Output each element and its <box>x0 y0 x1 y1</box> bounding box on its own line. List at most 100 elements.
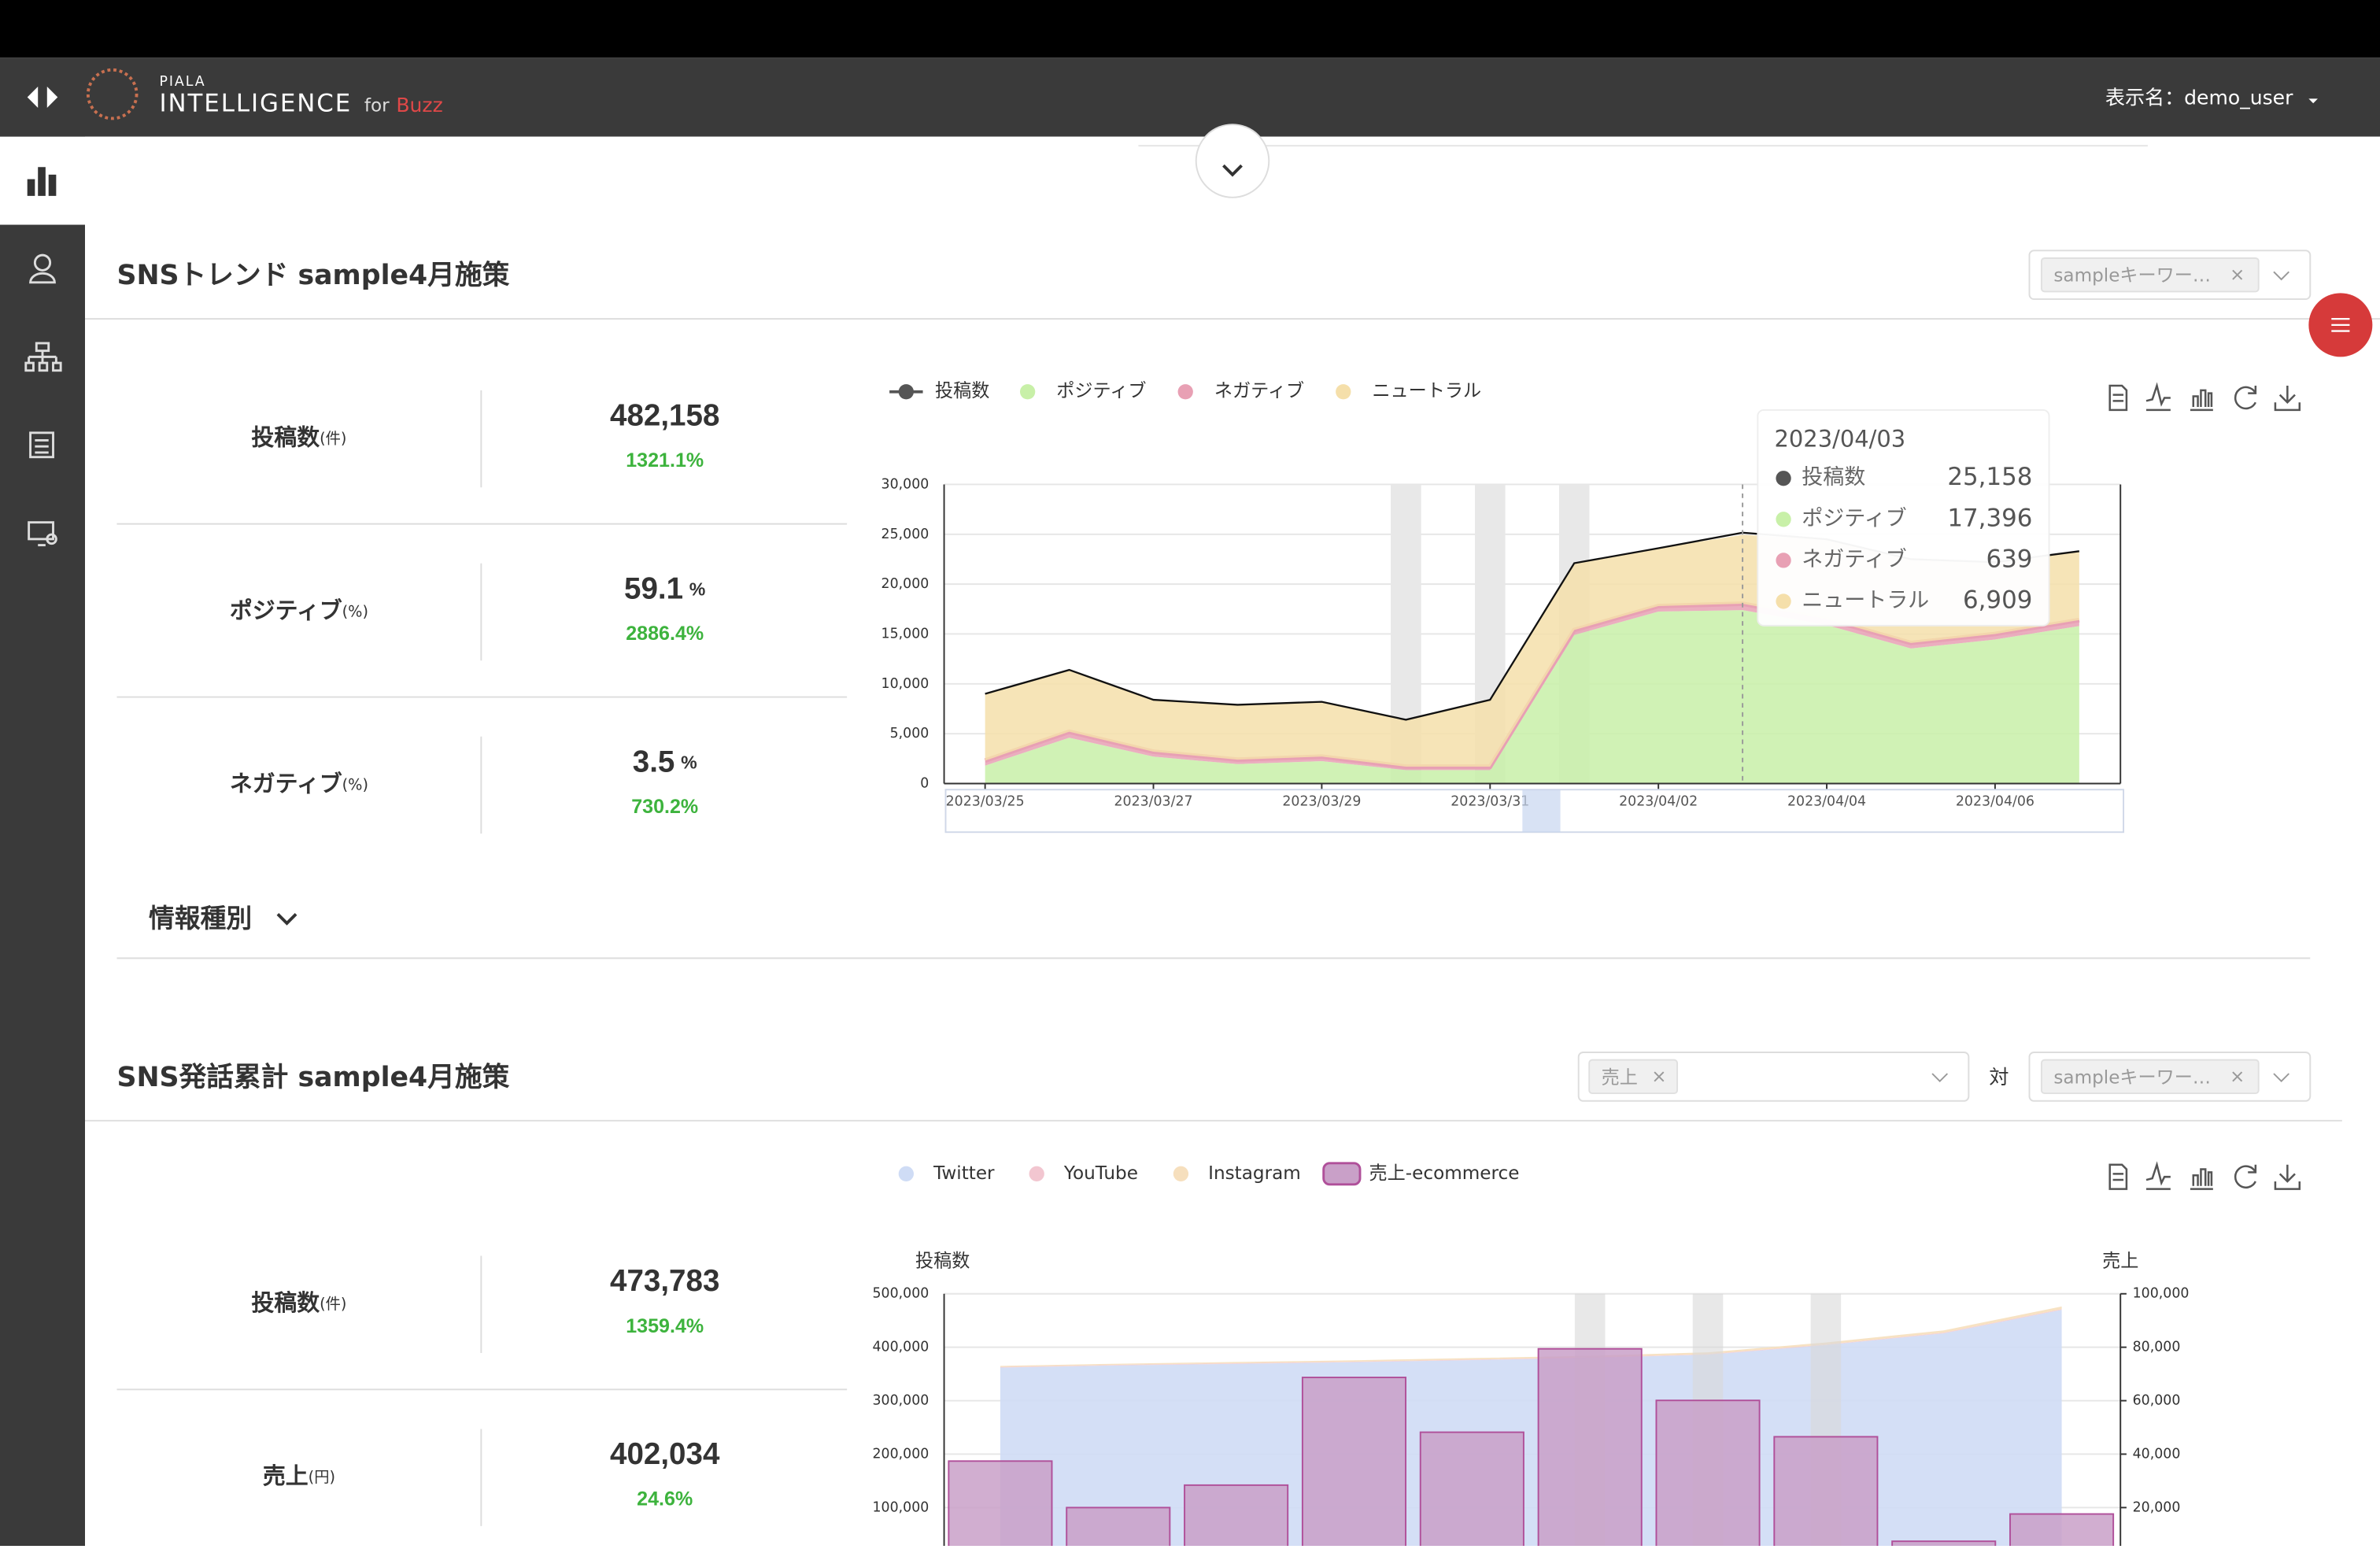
legend-label[interactable]: Twitter <box>933 1163 995 1184</box>
stat-change: 730.2% <box>631 796 698 818</box>
select-controls[interactable] <box>2232 269 2289 281</box>
legend-marker <box>1020 384 1036 400</box>
bar <box>1301 1377 1407 1549</box>
stat-change: 24.6% <box>637 1488 693 1510</box>
bar <box>1184 1484 1289 1549</box>
stat-value-unit: % <box>681 752 697 773</box>
legend-marker <box>1029 1166 1044 1181</box>
tool-data-view[interactable] <box>2108 384 2128 412</box>
bar <box>1537 1348 1643 1549</box>
legend-label[interactable]: 売上-ecommerce <box>1369 1163 1520 1184</box>
bar <box>1891 1540 1997 1549</box>
tool-bar[interactable] <box>2190 1168 2213 1190</box>
y-tick-label: 400,000 <box>873 1340 929 1355</box>
stat-label: ネガティブ(%) <box>230 770 368 797</box>
tooltip-title: 2023/04/03 <box>1775 425 1906 452</box>
tool-save[interactable] <box>2274 1164 2301 1190</box>
select-controls[interactable] <box>2232 1071 2289 1083</box>
legend-marker <box>1177 384 1193 400</box>
tool-line[interactable] <box>2145 1161 2171 1190</box>
legend-label[interactable]: ネガティブ <box>1214 381 1304 401</box>
stat-label: 売上(円) <box>263 1462 335 1489</box>
tooltip-name: 投稿数 <box>1802 465 1865 490</box>
bar <box>948 1460 1053 1549</box>
stat-value-unit: % <box>689 579 706 600</box>
y2-tick-label: 20,000 <box>2133 1499 2181 1515</box>
bar <box>1419 1431 1524 1549</box>
select-controls[interactable] <box>1654 1071 1949 1083</box>
legend-marker <box>898 384 914 400</box>
tool-save[interactable] <box>2274 386 2301 412</box>
tool-data-view[interactable] <box>2108 1163 2128 1190</box>
stat-unit: (%) <box>342 775 368 793</box>
legend-marker <box>898 1166 914 1181</box>
x-tick-label: 2023/03/31 <box>1451 794 1529 810</box>
stat-value-text: 59.1 <box>624 572 683 606</box>
stat-unit: (件) <box>320 429 346 447</box>
chart-toolbar <box>2108 382 2301 412</box>
y-tick-label: 30,000 <box>881 476 929 492</box>
tooltip-name: ポジティブ <box>1802 506 1906 531</box>
brand: INTELLIGENCE <box>160 90 353 118</box>
stat-change: 2886.4% <box>626 623 704 645</box>
tool-restore[interactable] <box>2234 386 2257 410</box>
y2-tick-label: 60,000 <box>2133 1393 2181 1409</box>
tool-restore[interactable] <box>2234 1164 2257 1189</box>
bar <box>1773 1436 1879 1549</box>
x-tick-label: 2023/03/27 <box>1114 794 1192 810</box>
user-menu[interactable]: 表示名：demo_user <box>2105 86 2293 109</box>
legend-label[interactable]: Instagram <box>1208 1163 1301 1184</box>
stat-value: 482,158 <box>610 399 719 433</box>
metric-tag <box>1588 1059 1679 1095</box>
app-header <box>0 57 2380 137</box>
versus: 対 <box>1989 1066 2009 1089</box>
stat-value-text: 3.5 <box>633 745 675 779</box>
stat-label: 投稿数(件) <box>251 424 346 451</box>
brand-buzz: Buzz <box>396 94 442 116</box>
x-tick-label: 2023/03/25 <box>946 794 1025 810</box>
y-tick-label: 15,000 <box>881 626 929 641</box>
tooltip-value: 17,396 <box>1947 504 2032 532</box>
stat-label-text: 投稿数 <box>251 1289 320 1316</box>
legend-label[interactable]: 投稿数 <box>935 381 989 401</box>
tooltip-marker <box>1776 553 1791 568</box>
y-tick-label: 100,000 <box>873 1499 929 1515</box>
tooltip-value: 6,909 <box>1963 586 2032 614</box>
legend-label[interactable]: ニュートラル <box>1372 381 1481 401</box>
keyword-tag <box>2040 1059 2260 1095</box>
stat-label-text: 売上 <box>263 1462 309 1489</box>
legend-label[interactable]: YouTube <box>1063 1163 1138 1184</box>
y-axis-title: 投稿数 <box>915 1251 970 1272</box>
tool-bar[interactable] <box>2190 389 2213 412</box>
stat-change: 1359.4% <box>626 1315 704 1337</box>
section-title: SNS発話累計 sample4月施策 <box>117 1062 510 1093</box>
stat-value: 3.5% <box>633 745 697 779</box>
y-tick-label: 25,000 <box>881 527 929 542</box>
tooltip-value: 25,158 <box>1947 463 2032 491</box>
y-tick-label: 5,000 <box>890 726 929 741</box>
nav-dashboard[interactable] <box>27 167 57 196</box>
y2-tick-label: 40,000 <box>2133 1446 2181 1462</box>
x-tick-label: 2023/04/04 <box>1787 794 1866 810</box>
y2-axis-title: 売上 <box>2102 1251 2138 1272</box>
y-tick-label: 0 <box>920 776 929 792</box>
y-tick-label: 20,000 <box>881 576 929 592</box>
tool-line[interactable] <box>2145 382 2171 412</box>
info-chevron <box>276 913 298 926</box>
toggle-sidebar[interactable] <box>27 86 58 108</box>
collapse-button[interactable] <box>1195 124 1270 198</box>
stat-label-text: 投稿数 <box>251 424 320 451</box>
y-tick-label: 300,000 <box>873 1393 929 1409</box>
logo <box>86 68 139 120</box>
info-toggle[interactable]: 情報種別 <box>149 904 252 933</box>
stat-label-text: ポジティブ <box>230 597 342 623</box>
tooltip-name: ニュートラル <box>1802 588 1929 612</box>
content <box>85 136 2380 1547</box>
user-caret <box>2308 98 2318 104</box>
bar <box>2009 1513 2115 1549</box>
legend-label[interactable]: ポジティブ <box>1056 381 1146 401</box>
zoom-window[interactable] <box>1522 789 1561 833</box>
keyword-tag-text: sampleキーワー… <box>2053 1067 2211 1088</box>
area <box>985 610 2079 784</box>
